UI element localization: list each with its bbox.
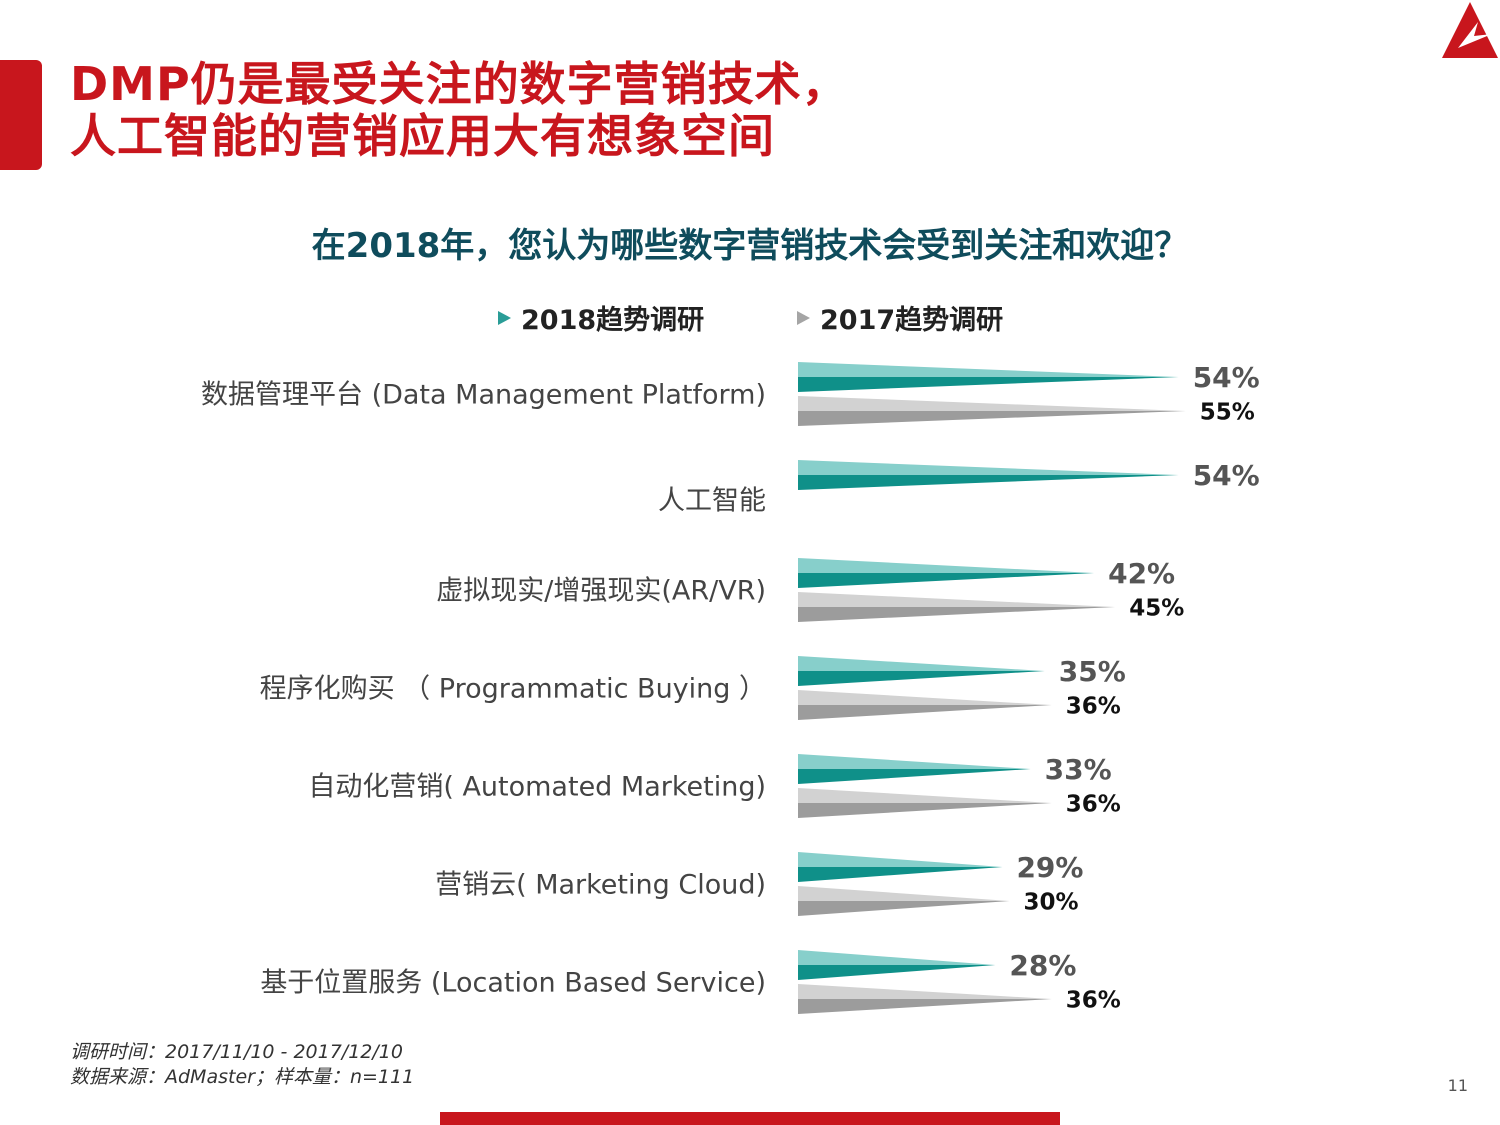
bar-2017-lower bbox=[798, 705, 1052, 720]
bar-2018 bbox=[798, 656, 1045, 686]
survey-question: 在2018年，您认为哪些数字营销技术会受到关注和欢迎？ bbox=[311, 226, 1189, 266]
bar-2018-lower bbox=[798, 769, 1031, 784]
data-label-2018: 54% bbox=[1193, 361, 1260, 394]
bar-2018 bbox=[798, 852, 1003, 882]
bar-2018-upper bbox=[798, 460, 1179, 475]
data-label-2018: 29% bbox=[1016, 851, 1083, 884]
bar-2018-upper bbox=[798, 754, 1031, 769]
footnote-survey-period: 调研时间：2017/11/10 - 2017/12/10 bbox=[70, 1041, 403, 1063]
legend-item-2017: 2017趋势调研 bbox=[797, 298, 1003, 337]
bar-2018-lower bbox=[798, 573, 1095, 588]
bar-2018-upper bbox=[798, 950, 996, 965]
bar-2017-lower bbox=[798, 999, 1052, 1014]
category-label: 营销云( Marketing Cloud) bbox=[435, 870, 766, 901]
bar-2017-upper bbox=[798, 886, 1010, 901]
bar-2018 bbox=[798, 558, 1095, 588]
page-number: 11 bbox=[1447, 1076, 1468, 1095]
data-label-2018: 54% bbox=[1193, 459, 1260, 492]
bar-2017 bbox=[798, 396, 1186, 426]
bar-2018 bbox=[798, 950, 996, 980]
bar-2017-upper bbox=[798, 396, 1186, 411]
bar-2017-lower bbox=[798, 607, 1116, 622]
category-label: 程序化购买 （ Programmatic Buying ） bbox=[260, 674, 766, 705]
bar-chart: 数据管理平台 (Data Management Platform) 54% 55% 人… bbox=[201, 361, 1260, 1014]
data-label-2018: 28% bbox=[1009, 949, 1076, 982]
footer-red-bar bbox=[440, 1112, 1060, 1125]
bar-2017-upper bbox=[798, 592, 1116, 607]
bar-2018 bbox=[798, 362, 1179, 392]
data-label-2018: 33% bbox=[1045, 753, 1112, 786]
bar-2017 bbox=[798, 690, 1052, 720]
chart-legend: 2018趋势调研 2017趋势调研 bbox=[0, 298, 1500, 338]
category-label: 数据管理平台 (Data Management Platform) bbox=[201, 380, 766, 411]
bar-2018 bbox=[798, 460, 1179, 490]
bar-2017 bbox=[798, 788, 1052, 818]
data-label-2017: 36% bbox=[1066, 694, 1121, 720]
data-label-2018: 42% bbox=[1108, 557, 1175, 590]
footnote-data-source: 数据来源：AdMaster；样本量：n=111 bbox=[70, 1066, 415, 1088]
bar-2018-upper bbox=[798, 656, 1045, 671]
data-label-2017: 30% bbox=[1024, 890, 1079, 916]
footnote: 调研时间：2017/11/10 - 2017/12/10 数据来源：AdMast… bbox=[70, 1040, 414, 1090]
bar-2017-lower bbox=[798, 411, 1186, 426]
bar-2017-lower bbox=[798, 803, 1052, 818]
legend-marker-2018 bbox=[498, 310, 511, 325]
category-label: 虚拟现实/增强现实(AR/VR) bbox=[436, 576, 766, 607]
category-label: 自动化营销( Automated Marketing) bbox=[308, 772, 766, 803]
bar-2018-upper bbox=[798, 558, 1095, 573]
data-label-2017: 36% bbox=[1066, 988, 1121, 1014]
category-label: 基于位置服务 (Location Based Service) bbox=[260, 968, 766, 999]
data-label-2017: 55% bbox=[1200, 400, 1255, 426]
bar-2017 bbox=[798, 984, 1052, 1014]
data-label-2017: 45% bbox=[1129, 596, 1184, 622]
bar-2018-upper bbox=[798, 362, 1179, 377]
bar-2017 bbox=[798, 592, 1116, 622]
brand-logo-icon bbox=[1442, 2, 1498, 58]
data-label-2018: 35% bbox=[1059, 655, 1126, 688]
bar-2018-lower bbox=[798, 965, 996, 980]
bar-2017-upper bbox=[798, 690, 1052, 705]
bar-2017-upper bbox=[798, 788, 1052, 803]
title-accent-bar bbox=[0, 60, 42, 170]
bar-2018-lower bbox=[798, 377, 1179, 392]
category-label: 人工智能 bbox=[658, 486, 766, 517]
bar-2017-upper bbox=[798, 984, 1052, 999]
bar-2018-upper bbox=[798, 852, 1003, 867]
legend-marker-2017 bbox=[797, 310, 810, 325]
page-title-line-2: 人工智能的营销应用大有想象空间 bbox=[70, 109, 775, 163]
legend-label-2018: 2018趋势调研 bbox=[521, 305, 705, 336]
legend-item-2018: 2018趋势调研 bbox=[498, 298, 704, 337]
legend-label-2017: 2017趋势调研 bbox=[820, 305, 1004, 336]
bar-2017 bbox=[798, 886, 1010, 916]
bar-2018-lower bbox=[798, 475, 1179, 490]
bar-2018 bbox=[798, 754, 1031, 784]
data-label-2017: 36% bbox=[1066, 792, 1121, 818]
bar-2018-lower bbox=[798, 671, 1045, 686]
bar-2017-lower bbox=[798, 901, 1010, 916]
bar-2018-lower bbox=[798, 867, 1003, 882]
page-title: DMP仍是最受关注的数字营销技术， 人工智能的营销应用大有想象空间 bbox=[70, 58, 849, 162]
page-title-line-1: DMP仍是最受关注的数字营销技术， bbox=[70, 57, 849, 111]
